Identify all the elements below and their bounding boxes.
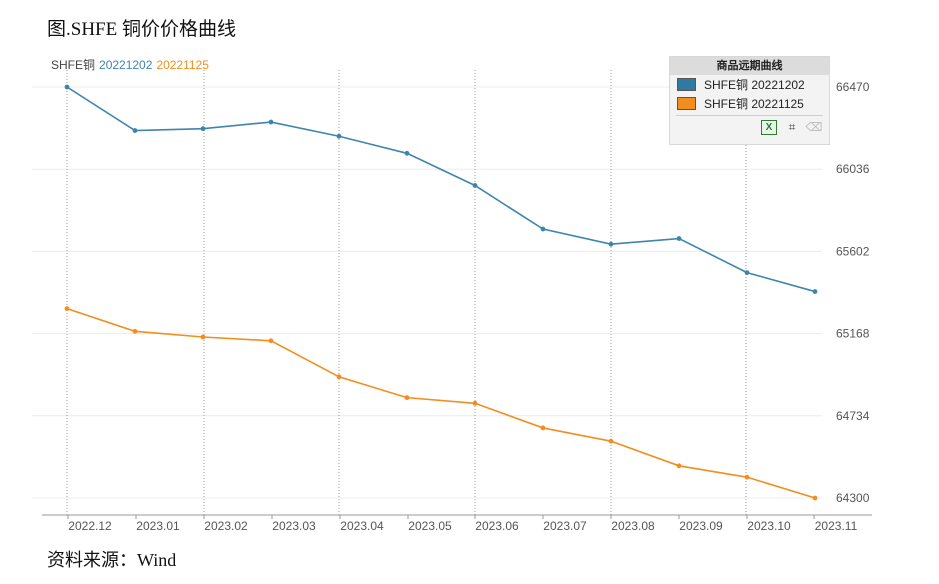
x-tick-label: 2023.02 xyxy=(204,519,248,533)
x-tick-label: 2023.06 xyxy=(475,519,519,533)
data-point xyxy=(336,374,342,380)
data-point xyxy=(744,474,750,480)
y-tick-label: 66036 xyxy=(836,162,870,176)
x-tick-label: 2023.03 xyxy=(272,519,316,533)
panel-divider xyxy=(676,115,823,116)
data-point xyxy=(404,150,410,156)
x-tick-label: 2023.11 xyxy=(815,519,858,533)
legend-swatch-a xyxy=(677,78,696,91)
x-tick-label: 2023.07 xyxy=(543,519,587,533)
figure-title: 图.SHFE 铜价价格曲线 xyxy=(47,19,236,40)
legend-prefix: SHFE铜 xyxy=(51,58,96,72)
panel-legend-label-b: SHFE铜 20221125 xyxy=(704,97,804,111)
data-point xyxy=(744,270,750,276)
panel-legend-item-b[interactable]: SHFE铜 20221125 xyxy=(670,94,829,113)
panel-title: 商品远期曲线 xyxy=(670,57,829,75)
x-tick-label: 2023.01 xyxy=(136,519,180,533)
series-line-b xyxy=(66,307,816,499)
x-tick-label: 2023.10 xyxy=(747,519,791,533)
y-tick-label: 64734 xyxy=(836,409,870,423)
data-point xyxy=(608,438,614,444)
data-point xyxy=(472,400,478,406)
y-tick-label: 64300 xyxy=(836,491,870,505)
excel-export-icon[interactable]: X xyxy=(761,120,777,135)
source-note: 资料来源：Wind xyxy=(47,550,177,570)
legend-series-a[interactable]: 20221202 xyxy=(99,58,153,72)
legend-swatch-b xyxy=(677,97,696,110)
series-line-a xyxy=(66,86,816,293)
x-tick-label: 2023.08 xyxy=(611,519,655,533)
data-point xyxy=(540,226,546,232)
data-point xyxy=(268,338,274,344)
eraser-icon[interactable]: ⌫ xyxy=(805,119,823,134)
data-point xyxy=(268,119,274,125)
x-tick-label: 2022.12 xyxy=(68,519,112,533)
commodity-curve-panel: 商品远期曲线 SHFE铜 20221202 SHFE铜 20221125 X ⌗… xyxy=(669,56,830,145)
data-point xyxy=(608,241,614,247)
y-tick-label: 65168 xyxy=(836,327,870,341)
x-tick-label: 2023.05 xyxy=(408,519,452,533)
legend-series-b[interactable]: 20221125 xyxy=(156,58,209,72)
panel-legend-label-a: SHFE铜 20221202 xyxy=(704,78,805,92)
data-point xyxy=(812,495,818,501)
data-point xyxy=(812,289,818,294)
y-tick-label: 66470 xyxy=(836,80,870,94)
crop-icon[interactable]: ⌗ xyxy=(788,119,796,134)
data-point xyxy=(200,334,206,340)
y-tick-label: 65602 xyxy=(836,244,870,258)
data-point xyxy=(132,128,138,133)
data-point xyxy=(472,183,478,188)
panel-legend-item-a[interactable]: SHFE铜 20221202 xyxy=(670,75,829,94)
data-point xyxy=(676,463,682,469)
data-point xyxy=(132,328,138,334)
data-point xyxy=(200,126,206,132)
x-tick-label: 2023.04 xyxy=(340,519,384,533)
x-tick-label: 2023.09 xyxy=(679,519,723,533)
data-point xyxy=(676,236,682,241)
data-point xyxy=(336,133,342,139)
data-point xyxy=(404,395,410,401)
chart-legend-header: SHFE铜 20221202 20221125 xyxy=(51,56,213,73)
data-point xyxy=(64,84,70,90)
data-point xyxy=(64,306,70,311)
data-point xyxy=(540,425,546,431)
panel-toolbar: X ⌗ ⌫ xyxy=(670,116,829,135)
